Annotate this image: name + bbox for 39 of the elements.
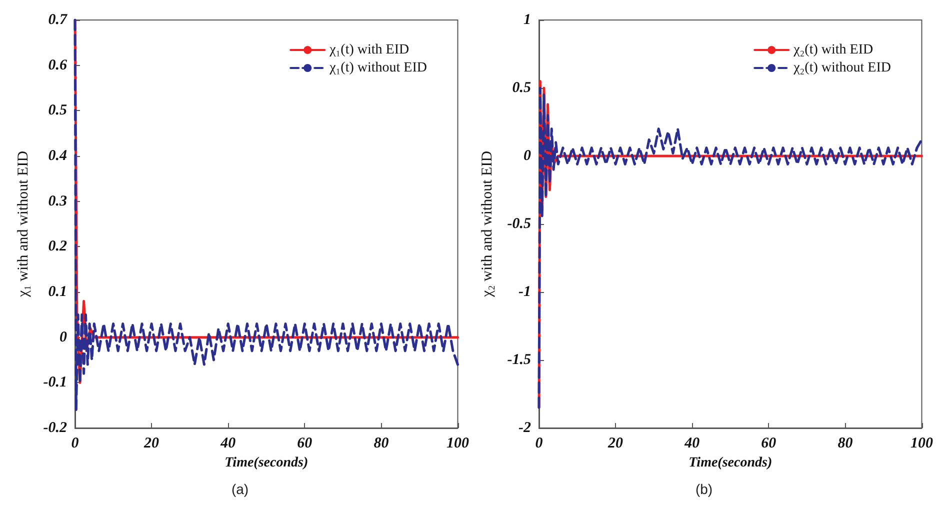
y-tick-label: 0 <box>60 329 68 346</box>
y-axis-title: χ₁ with and without EID <box>16 150 32 298</box>
x-axis-title: Time(seconds) <box>224 455 308 470</box>
text: (b) <box>695 481 713 497</box>
x-tick-label: 80 <box>374 436 390 452</box>
x-tick-label: 0 <box>535 436 544 452</box>
y-tick-label: 1 <box>524 12 531 28</box>
x-tick-label: 40 <box>220 436 236 452</box>
legend-label: χ₂(t) with EID <box>792 42 874 58</box>
y-tick-label: -0.2 <box>43 420 68 436</box>
x-tick-label: 0 <box>71 436 80 452</box>
x-tick-label: 60 <box>297 436 313 452</box>
y-tick-label: 0 <box>524 148 532 164</box>
y-tick-label: 0.2 <box>48 238 68 255</box>
y-tick-label: -2 <box>518 420 532 436</box>
y-tick-label: 0.4 <box>48 148 68 164</box>
y-tick-label: 0.5 <box>48 102 68 119</box>
y-tick-label: 0.5 <box>512 80 532 96</box>
y-tick-label: -0.5 <box>507 216 532 232</box>
legend-label: χ₁(t) without EID <box>328 60 428 76</box>
y-tick-label: 0.3 <box>48 193 68 210</box>
x-tick-label: 20 <box>607 436 624 452</box>
y-tick-label: 0.7 <box>48 12 68 28</box>
y-tick-label: -1.5 <box>507 352 532 368</box>
y-tick-label: 0.1 <box>48 284 67 300</box>
x-tick-label: 100 <box>910 436 934 452</box>
text: (a) <box>231 481 249 497</box>
x-tick-label: 40 <box>684 436 700 452</box>
x-tick-label: 60 <box>761 436 777 452</box>
x-tick-label: 100 <box>446 436 470 452</box>
x-tick-label: 20 <box>143 436 160 452</box>
y-tick-label: -0.1 <box>43 374 67 391</box>
y-tick-label: 0.6 <box>48 57 68 74</box>
legend-label: χ₁(t) with EID <box>328 42 410 58</box>
y-axis-title: χ₂ with and without EID <box>480 150 496 298</box>
y-tick-label: -1 <box>518 284 531 300</box>
x-axis-title: Time(seconds) <box>688 455 772 470</box>
x-tick-label: 80 <box>838 436 854 452</box>
legend-label: χ₂(t) without EID <box>792 60 892 76</box>
